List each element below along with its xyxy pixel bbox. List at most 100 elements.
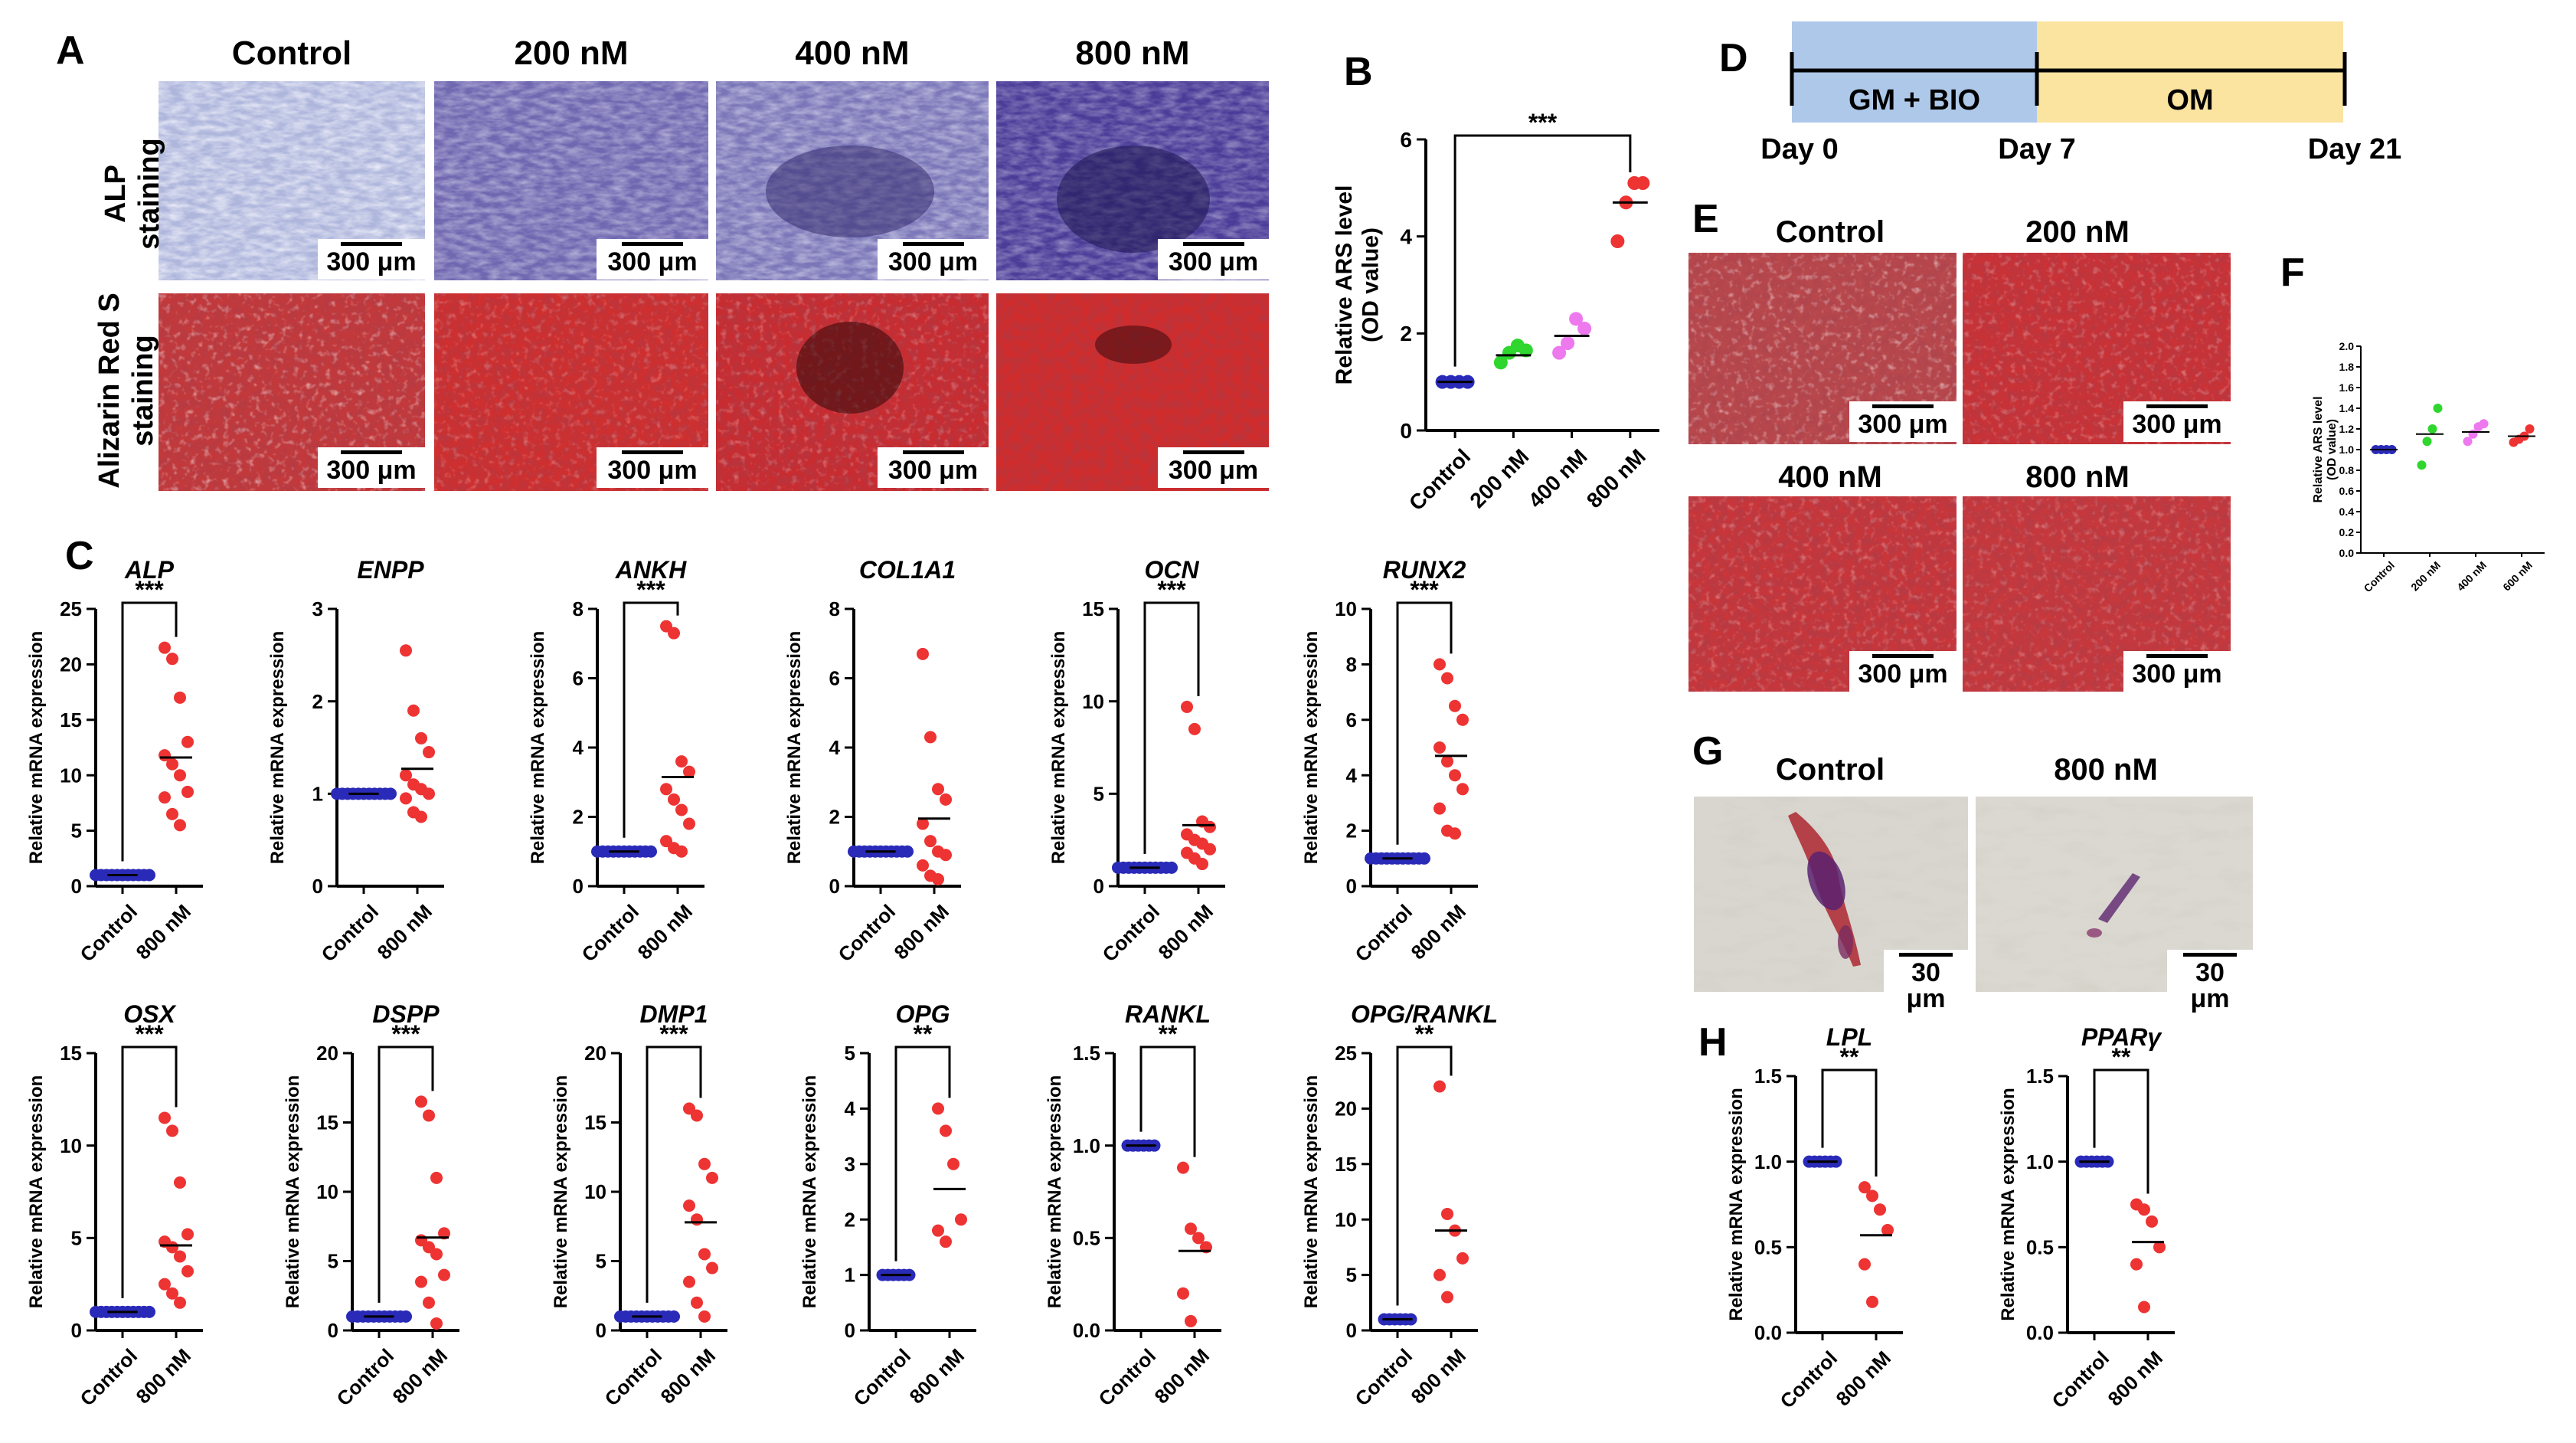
y-tick-label: 0 xyxy=(573,875,584,898)
timeline-day-21: Day 21 xyxy=(2307,133,2402,165)
data-point xyxy=(683,765,695,778)
data-point xyxy=(2422,437,2432,447)
significance-bracket xyxy=(1396,1045,1453,1306)
data-point xyxy=(423,1296,435,1309)
data-point xyxy=(181,735,194,748)
data-point xyxy=(924,731,937,744)
data-point xyxy=(691,1296,703,1309)
y-tick-label: 5 xyxy=(328,1250,338,1273)
data-point xyxy=(1433,1080,1446,1093)
x-tick-label: 800 nM xyxy=(1150,1344,1214,1409)
data-point xyxy=(940,849,952,862)
data-point xyxy=(384,787,397,800)
y-tick-label: 10 xyxy=(1335,1208,1357,1231)
significance-label: ** xyxy=(1159,1020,1178,1048)
chart-title: DMP1 xyxy=(640,1000,708,1028)
chart-title: COL1A1 xyxy=(859,556,956,584)
data-point xyxy=(917,817,929,830)
data-point xyxy=(415,1095,427,1108)
y-tick-label: 2 xyxy=(845,1208,855,1231)
y-tick-label: 1.5 xyxy=(2026,1065,2054,1088)
data-point xyxy=(1577,322,1592,335)
timeline-day-7: Day 7 xyxy=(1998,133,2076,165)
y-tick-label: 4 xyxy=(845,1098,856,1121)
e-title-400: 400 nM xyxy=(1778,460,1882,494)
chart-title: RANKL xyxy=(1125,1000,1211,1028)
data-point xyxy=(2417,460,2427,470)
y-tick-label: 1.4 xyxy=(2339,402,2355,414)
data-point xyxy=(1181,700,1193,713)
e-title-200: 200 nM xyxy=(2025,215,2130,249)
y-tick-label: 8 xyxy=(829,597,840,620)
x-tick-label: Control xyxy=(1351,1344,1417,1411)
data-point xyxy=(940,1124,952,1137)
scale-bar-label: 300 μm xyxy=(1168,247,1259,276)
scale-bar-label: 300 μm xyxy=(888,456,979,485)
y-tick-label: 5 xyxy=(71,1226,82,1249)
scale-bar-label: 30 μm xyxy=(2190,958,2230,1013)
g-title-800: 800 nM xyxy=(2054,753,2158,787)
y-tick-label: 2 xyxy=(1400,322,1412,345)
x-tick-label: Control xyxy=(1776,1346,1842,1413)
scale-bar: 300 μm xyxy=(597,447,708,488)
data-point xyxy=(2138,1203,2150,1216)
data-point xyxy=(1196,858,1208,871)
data-point xyxy=(174,1250,186,1263)
data-point xyxy=(1881,1224,1894,1236)
scale-bar: 300 μm xyxy=(1849,401,1957,442)
panel-label-c: C xyxy=(65,534,94,578)
scale-bar-label: 300 μm xyxy=(1858,659,1948,689)
panel-label-e: E xyxy=(1692,197,1719,241)
y-tick-label: 15 xyxy=(1082,597,1104,620)
data-point xyxy=(430,1248,443,1261)
panel-a-images xyxy=(159,81,1269,491)
y-axis-label: Relative mRNA expression xyxy=(784,631,805,865)
y-tick-label: 1.8 xyxy=(2339,361,2355,373)
significance-label: *** xyxy=(391,1020,420,1048)
y-tick-label: 6 xyxy=(1400,128,1412,152)
g-title-control: Control xyxy=(1775,753,1885,787)
data-point xyxy=(2463,437,2473,447)
alp-control-image xyxy=(159,81,425,280)
y-tick-label: 2 xyxy=(573,806,584,829)
y-tick-label: 4 xyxy=(1346,764,1358,787)
x-tick-label: Control xyxy=(1404,444,1475,515)
chart-title: RUNX2 xyxy=(1383,556,1466,584)
data-point xyxy=(932,1102,944,1115)
data-point xyxy=(1449,699,1461,712)
significance-bracket xyxy=(1821,1068,1878,1177)
data-point xyxy=(2427,424,2437,434)
data-point xyxy=(1569,312,1584,326)
y-axis-label: Relative mRNA expression xyxy=(1998,1088,2019,1321)
data-point xyxy=(691,1109,703,1122)
y-tick-label: 10 xyxy=(1082,690,1104,713)
y-tick-label: 0.5 xyxy=(2026,1235,2054,1258)
x-tick-label: 800 nM xyxy=(890,900,954,964)
y-axis-label: Relative mRNA expression xyxy=(1726,1088,1747,1321)
data-point xyxy=(1858,1258,1871,1271)
y-tick-label: 20 xyxy=(1335,1098,1357,1121)
y-tick-label: 0 xyxy=(71,875,82,898)
significance-bracket xyxy=(1396,601,1453,845)
y-tick-label: 5 xyxy=(71,820,82,843)
y-tick-label: 0 xyxy=(328,1319,338,1342)
data-point xyxy=(181,1265,194,1278)
data-point xyxy=(1456,713,1469,726)
data-point xyxy=(181,1228,194,1241)
data-point xyxy=(159,1278,171,1291)
panel-label-f: F xyxy=(2280,250,2305,295)
x-tick-label: 800 nM xyxy=(132,900,196,964)
data-point xyxy=(415,731,427,744)
y-axis-label: Relative mRNA expression xyxy=(26,1075,47,1309)
y-tick-label: 0 xyxy=(596,1319,606,1342)
timeline-label-om: OM xyxy=(2166,84,2214,116)
y-tick-label: 0 xyxy=(845,1319,855,1342)
